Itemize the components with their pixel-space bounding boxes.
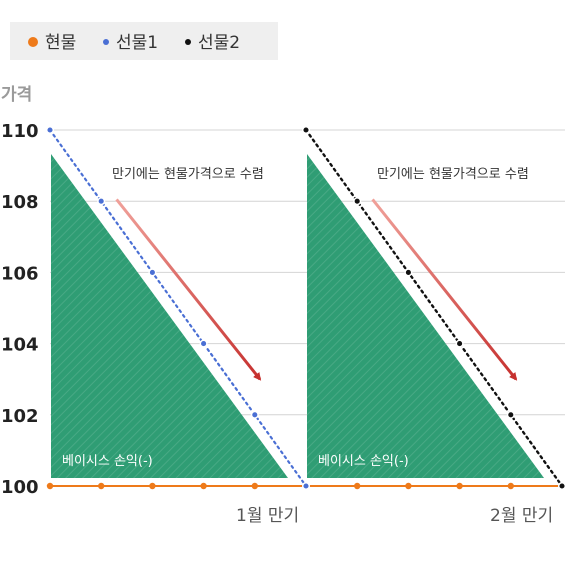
point-future2-2 bbox=[404, 268, 413, 277]
y-tick-108: 108 bbox=[1, 192, 39, 213]
point-future1-1 bbox=[97, 197, 106, 206]
basis-loss-hatch-1 bbox=[51, 154, 288, 478]
point-spot-4 bbox=[251, 482, 258, 490]
line-future2 bbox=[304, 128, 564, 488]
y-tick-110: 110 bbox=[1, 121, 39, 142]
point-future1-0 bbox=[45, 125, 55, 135]
y-tick-labels: 100 102 104 106 108 110 bbox=[1, 121, 39, 498]
annotation-basis-loss-2: 베이시스 손익(-) bbox=[318, 454, 409, 469]
basis-areas bbox=[51, 154, 544, 478]
legend-label-spot: 현물 bbox=[45, 33, 76, 53]
series-points bbox=[45, 125, 565, 491]
y-tick-100: 100 bbox=[1, 477, 39, 498]
point-spot-2 bbox=[149, 482, 156, 490]
point-future2-4 bbox=[506, 410, 515, 419]
y-tick-102: 102 bbox=[1, 406, 39, 427]
y-axis-label: 가격 bbox=[1, 85, 32, 105]
point-future1-3 bbox=[199, 339, 208, 348]
x-label-feb-expiry: 2월 만기 bbox=[490, 506, 553, 526]
y-tick-104: 104 bbox=[1, 335, 39, 356]
point-spot-1 bbox=[98, 482, 105, 490]
point-future1-2 bbox=[148, 268, 157, 277]
point-spot-6 bbox=[354, 482, 361, 490]
y-tick-106: 106 bbox=[1, 263, 39, 284]
legend bbox=[10, 22, 278, 60]
legend-marker-spot bbox=[28, 37, 38, 47]
converge-arrow-2 bbox=[371, 198, 518, 381]
annotation-converge-1: 만기에는 현물가격으로 수렴 bbox=[112, 167, 264, 182]
point-future2-5 bbox=[557, 481, 565, 491]
legend-label-future2: 선물2 bbox=[198, 33, 240, 53]
point-future1-5 bbox=[301, 481, 311, 491]
x-label-jan-expiry: 1월 만기 bbox=[236, 506, 299, 526]
annotation-converge-2: 만기에는 현물가격으로 수렴 bbox=[377, 167, 529, 182]
point-future2-1 bbox=[353, 197, 362, 206]
arrows bbox=[115, 198, 518, 381]
converge-arrow-1 bbox=[115, 198, 262, 381]
annotation-basis-loss-1: 베이시스 손익(-) bbox=[62, 454, 153, 469]
point-future1-4 bbox=[250, 410, 259, 419]
legend-label-future1: 선물1 bbox=[116, 33, 158, 53]
legend-marker-future2 bbox=[185, 39, 191, 45]
line-future1 bbox=[48, 128, 308, 488]
legend-entries: 현물 선물1 선물2 bbox=[28, 33, 240, 53]
point-spot-8 bbox=[456, 482, 463, 490]
point-spot-9 bbox=[507, 482, 514, 490]
point-spot-7 bbox=[405, 482, 412, 490]
point-spot-3 bbox=[200, 482, 207, 490]
point-future2-3 bbox=[455, 339, 464, 348]
point-future2-0 bbox=[301, 125, 311, 135]
basis-loss-hatch-2 bbox=[307, 154, 544, 478]
legend-marker-future1 bbox=[103, 39, 109, 45]
point-spot-0 bbox=[46, 482, 54, 490]
